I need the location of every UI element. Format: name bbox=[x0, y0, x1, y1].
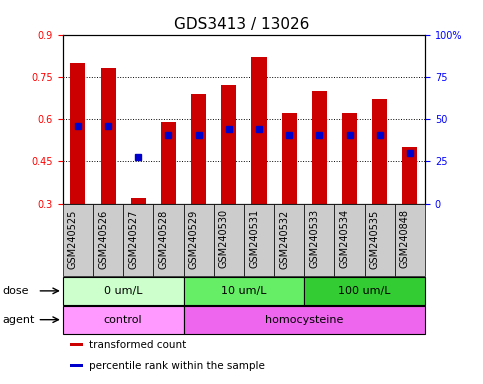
Bar bbox=[342, 113, 357, 204]
Text: GDS3413 / 13026: GDS3413 / 13026 bbox=[174, 17, 309, 32]
Text: GSM240534: GSM240534 bbox=[340, 209, 350, 268]
Bar bbox=[123, 204, 154, 276]
Bar bbox=[244, 204, 274, 276]
Bar bbox=[274, 204, 304, 276]
Bar bbox=[70, 364, 83, 367]
Text: GSM240533: GSM240533 bbox=[310, 209, 319, 268]
Text: control: control bbox=[104, 314, 142, 325]
Text: transformed count: transformed count bbox=[88, 339, 186, 350]
Text: GSM240532: GSM240532 bbox=[279, 209, 289, 268]
Bar bbox=[63, 204, 93, 276]
Bar bbox=[184, 306, 425, 333]
Bar bbox=[100, 68, 115, 204]
Text: dose: dose bbox=[2, 286, 29, 296]
Bar bbox=[131, 198, 146, 204]
Bar bbox=[395, 204, 425, 276]
Bar bbox=[221, 85, 236, 204]
Bar bbox=[312, 91, 327, 204]
Text: homocysteine: homocysteine bbox=[265, 314, 343, 325]
Text: GSM240848: GSM240848 bbox=[400, 209, 410, 268]
Text: 0 um/L: 0 um/L bbox=[104, 286, 142, 296]
Bar bbox=[402, 147, 417, 204]
Bar bbox=[71, 63, 85, 204]
Text: percentile rank within the sample: percentile rank within the sample bbox=[88, 361, 264, 371]
Bar bbox=[372, 99, 387, 204]
Text: GSM240529: GSM240529 bbox=[189, 209, 199, 268]
Text: agent: agent bbox=[2, 314, 35, 325]
Bar bbox=[184, 204, 213, 276]
Bar bbox=[304, 277, 425, 305]
Bar bbox=[282, 113, 297, 204]
Bar bbox=[70, 343, 83, 346]
Text: GSM240527: GSM240527 bbox=[128, 209, 138, 269]
Bar bbox=[191, 94, 206, 204]
Bar bbox=[304, 204, 334, 276]
Text: GSM240531: GSM240531 bbox=[249, 209, 259, 268]
Bar bbox=[334, 204, 365, 276]
Bar bbox=[63, 306, 184, 333]
Text: GSM240526: GSM240526 bbox=[98, 209, 108, 268]
Bar bbox=[161, 122, 176, 204]
Text: 100 um/L: 100 um/L bbox=[339, 286, 391, 296]
Text: GSM240525: GSM240525 bbox=[68, 209, 78, 269]
Bar bbox=[63, 277, 184, 305]
Bar bbox=[213, 204, 244, 276]
Text: GSM240535: GSM240535 bbox=[370, 209, 380, 268]
Bar bbox=[154, 204, 184, 276]
Text: 10 um/L: 10 um/L bbox=[221, 286, 267, 296]
Bar bbox=[252, 57, 267, 204]
Bar bbox=[93, 204, 123, 276]
Text: GSM240528: GSM240528 bbox=[158, 209, 169, 268]
Bar bbox=[184, 277, 304, 305]
Text: GSM240530: GSM240530 bbox=[219, 209, 229, 268]
Bar bbox=[365, 204, 395, 276]
